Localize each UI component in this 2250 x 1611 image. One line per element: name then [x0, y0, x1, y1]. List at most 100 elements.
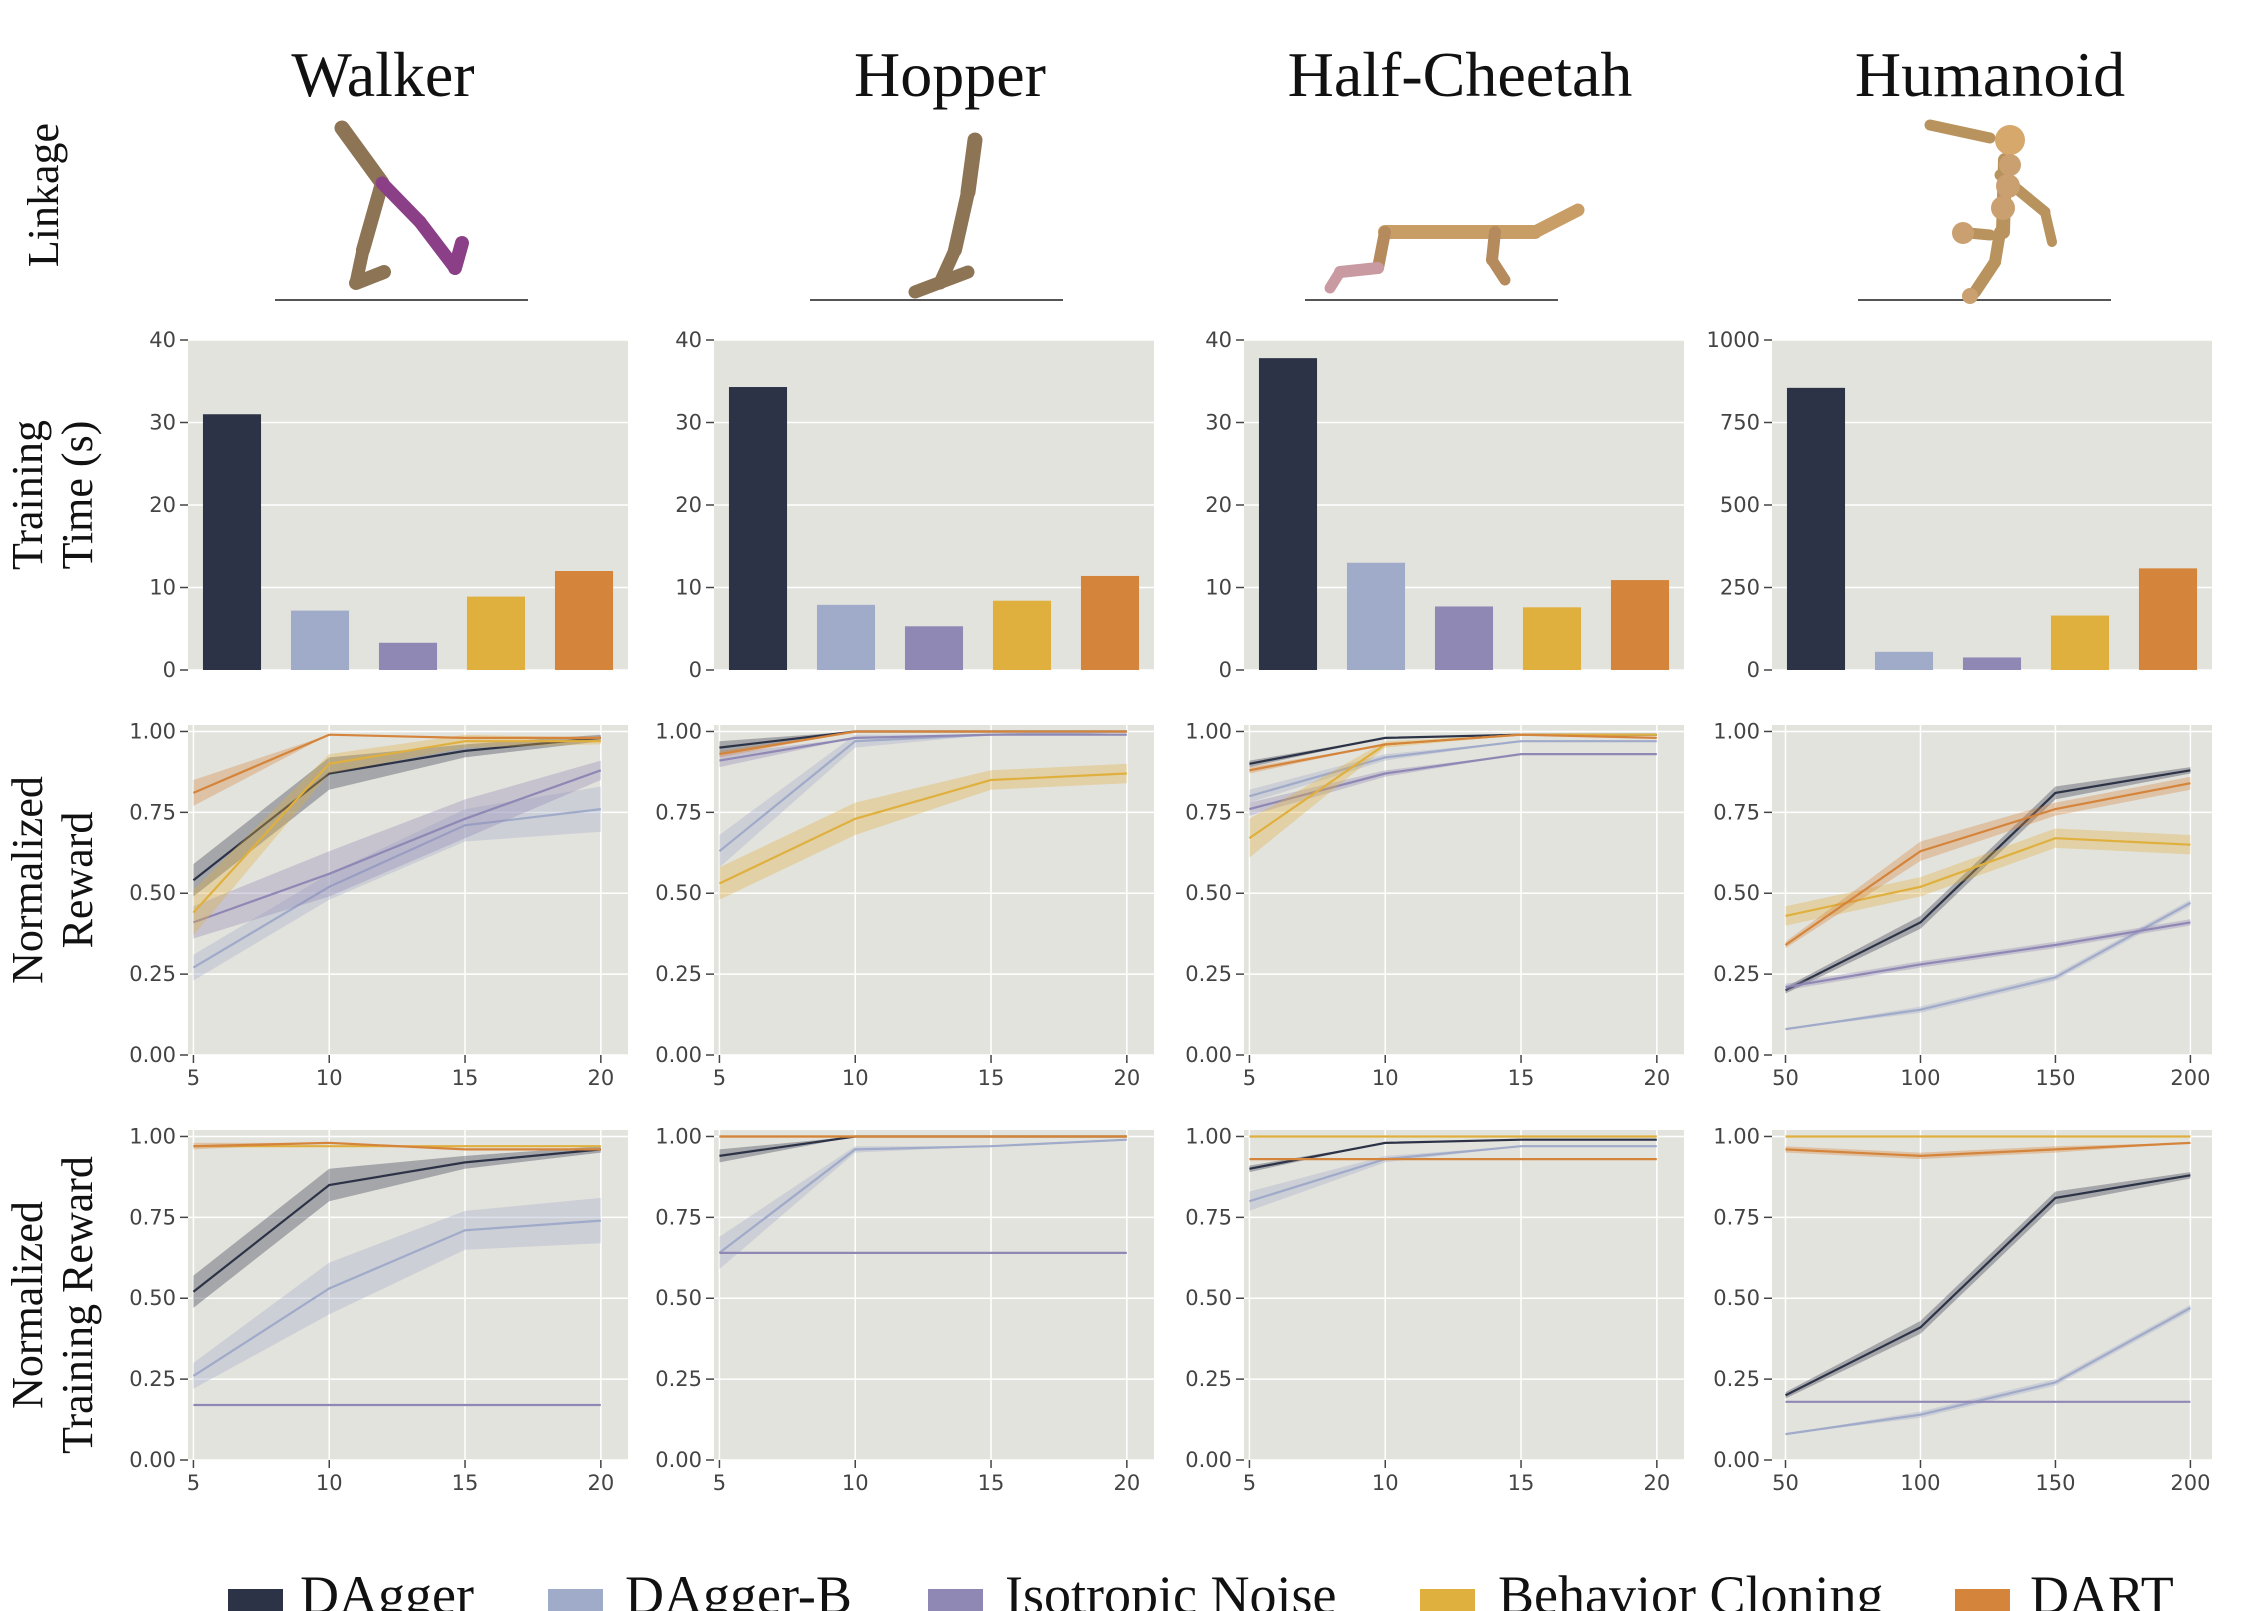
bar-dagger: [1259, 358, 1317, 670]
x-tick-label: 20: [587, 1066, 614, 1090]
bar-dagger-b: [1347, 563, 1405, 670]
y-tick-label: 0.00: [129, 1448, 176, 1472]
y-tick-label: 20: [1205, 493, 1232, 517]
y-tick-label: 0.50: [1713, 1286, 1760, 1310]
x-tick-label: 200: [2170, 1066, 2210, 1090]
y-tick-label: 0.50: [129, 1286, 176, 1310]
row-label-time-line2: Time (s): [53, 421, 102, 570]
bar-isotropic-noise: [905, 626, 963, 670]
y-tick-label: 0.75: [129, 800, 176, 824]
y-tick-label: 0.75: [1713, 800, 1760, 824]
y-tick-label: 40: [675, 328, 702, 352]
x-tick-label: 10: [842, 1471, 869, 1495]
linkage-walker: [275, 128, 528, 300]
y-tick-label: 1.00: [129, 1124, 176, 1148]
y-tick-label: 1.00: [1713, 1124, 1760, 1148]
y-tick-label: 0.75: [655, 1205, 702, 1229]
row-label-reward-line1: Normalized: [3, 776, 52, 984]
env-title-humanoid: Humanoid: [1855, 39, 2125, 110]
x-tick-label: 10: [1372, 1471, 1399, 1495]
bar-dagger: [729, 387, 787, 670]
bar-behavior-cloning: [2051, 616, 2109, 670]
legend-label-dart: DART: [2030, 1565, 2174, 1611]
x-tick-label: 10: [316, 1471, 343, 1495]
y-tick-label: 1.00: [655, 1124, 702, 1148]
bar-dart: [1081, 576, 1139, 670]
bar-dagger-b: [817, 605, 875, 670]
x-tick-label: 10: [1372, 1066, 1399, 1090]
y-tick-label: 0: [689, 658, 702, 682]
legend-label-behavior-cloning: Behavior Cloning: [1498, 1565, 1883, 1611]
bar-isotropic-noise: [1963, 657, 2021, 670]
x-tick-label: 15: [1508, 1471, 1535, 1495]
bar-behavior-cloning: [467, 597, 525, 670]
y-tick-label: 20: [675, 493, 702, 517]
y-tick-label: 0.00: [655, 1448, 702, 1472]
bar-dart: [555, 571, 613, 670]
chart-humanoid-training-time-s: 02505007501000: [1707, 328, 2212, 682]
x-tick-label: 20: [1643, 1066, 1670, 1090]
x-tick-label: 15: [978, 1471, 1005, 1495]
y-tick-label: 0.00: [1185, 1043, 1232, 1067]
legend-item-behavior-cloning: Behavior Cloning: [1420, 1565, 1883, 1611]
chart-hopper-normalized-reward: 0.000.250.500.751.005 10 15 20: [655, 719, 1154, 1090]
legend-label-isotropic-noise: Isotropic Noise: [1005, 1565, 1336, 1611]
linkage-half-cheetah: [1305, 210, 1578, 300]
chart-walker-normalized-reward: 0.000.250.500.751.005 10 15 20: [129, 719, 628, 1090]
y-tick-label: 0.50: [1713, 881, 1760, 905]
y-tick-label: 1.00: [129, 719, 176, 743]
linkage-hopper: [810, 140, 1063, 300]
legend-swatch-behavior-cloning: [1420, 1589, 1475, 1611]
y-tick-label: 0.00: [1713, 1448, 1760, 1472]
x-tick-label: 20: [1643, 1471, 1670, 1495]
bar-dagger-b: [291, 611, 349, 670]
y-tick-label: 1.00: [1713, 719, 1760, 743]
x-tick-label: 5: [713, 1471, 726, 1495]
bar-isotropic-noise: [1435, 606, 1493, 670]
x-tick-label: 5: [187, 1471, 200, 1495]
row-label-train-line1: Normalized: [3, 1201, 52, 1409]
y-tick-label: 0.50: [655, 1286, 702, 1310]
y-tick-label: 0.00: [129, 1043, 176, 1067]
row-label-train-line2: Training Reward: [53, 1156, 102, 1454]
x-tick-label: 50: [1772, 1066, 1799, 1090]
charts-grid: 0102030400102030400102030400250500750100…: [129, 328, 2212, 1495]
y-tick-label: 0.25: [129, 962, 176, 986]
bar-dart: [1611, 580, 1669, 670]
x-tick-label: 5: [1243, 1066, 1256, 1090]
bar-isotropic-noise: [379, 643, 437, 670]
y-tick-label: 0.50: [655, 881, 702, 905]
chart-walker-normalized-training-reward: 0.00 0.25 0.50 0.75 1.00 5 10 15 20: [129, 1124, 628, 1495]
y-tick-label: 0.75: [129, 1205, 176, 1229]
y-tick-label: 1.00: [1185, 1124, 1232, 1148]
legend-label-dagger-b: DAgger-B: [625, 1565, 852, 1611]
chart-hopper-normalized-training-reward: 0.000.250.500.751.005 10 15 20: [655, 1124, 1154, 1495]
y-tick-label: 0.25: [1185, 962, 1232, 986]
y-tick-label: 0.25: [655, 962, 702, 986]
env-title-walker: Walker: [291, 39, 474, 110]
legend: DAgger DAgger-B Isotropic Noise Behavior…: [228, 1565, 2174, 1611]
x-tick-label: 20: [1113, 1066, 1140, 1090]
x-tick-label: 150: [2035, 1066, 2075, 1090]
y-tick-label: 0.25: [1185, 1367, 1232, 1391]
bar-behavior-cloning: [993, 601, 1051, 670]
legend-swatch-dart: [1955, 1589, 2010, 1611]
y-tick-label: 0.75: [1185, 800, 1232, 824]
chart-half-cheetah-training-time-s: 0 10 20 30 40: [1205, 328, 1684, 682]
y-tick-label: 40: [149, 328, 176, 352]
bar-dagger: [1787, 388, 1845, 670]
y-tick-label: 20: [149, 493, 176, 517]
bar-dagger-b: [1875, 652, 1933, 670]
y-tick-label: 0.00: [1185, 1448, 1232, 1472]
y-tick-label: 0.50: [1185, 1286, 1232, 1310]
x-tick-label: 20: [587, 1471, 614, 1495]
env-title-hopper: Hopper: [854, 39, 1046, 110]
row-label-reward-line2: Reward: [53, 812, 102, 949]
x-tick-label: 200: [2170, 1471, 2210, 1495]
legend-item-dart: DART: [1955, 1565, 2174, 1611]
y-tick-label: 10: [149, 576, 176, 600]
y-tick-label: 500: [1720, 493, 1760, 517]
x-tick-label: 50: [1772, 1471, 1799, 1495]
x-tick-label: 15: [1508, 1066, 1535, 1090]
y-tick-label: 10: [1205, 576, 1232, 600]
